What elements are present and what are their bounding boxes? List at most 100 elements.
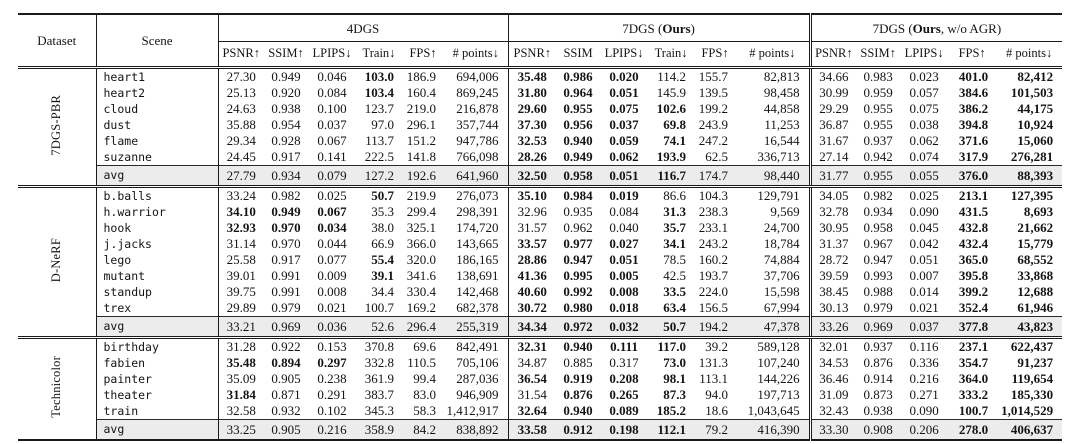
metric-cell: 0.008 [609, 284, 639, 300]
metric-cell: 0.934 [264, 165, 308, 188]
metric-cell: 358.9 [356, 419, 402, 441]
metric-cell: 10,924 [1017, 117, 1054, 133]
metric-cell: 243.9 [698, 117, 729, 133]
metric-cell: 0.991 [271, 268, 301, 284]
metric-cell: 63.4 [663, 300, 687, 316]
metric-cell: 31.28 [217, 337, 264, 355]
metric-cell: 37,706 [763, 268, 800, 284]
metric-cell: 399.2 [958, 284, 989, 300]
metric-cell: 0.949 [563, 149, 593, 165]
metric-cell: 15,779 [1017, 236, 1054, 252]
metric-cell: 42.5 [663, 268, 687, 284]
metric-cell: 395.8 [958, 268, 989, 284]
metric-cell: 31.09 [808, 387, 857, 403]
metric-cell: 1,043,645 [747, 403, 800, 419]
metric-cell: 31.80 [507, 85, 557, 101]
metric-cell: 299.4 [406, 204, 436, 220]
metric-cell: 0.995 [563, 268, 593, 284]
metric-cell: 193.9 [656, 149, 687, 165]
metric-cell: 30.13 [808, 300, 857, 317]
col-header-points: # points↓ [736, 41, 811, 69]
metric-cell: 0.067 [317, 204, 347, 220]
metric-cell: 371.6 [958, 133, 989, 149]
metric-cell: 0.922 [271, 339, 301, 355]
metric-cell: 0.958 [863, 220, 893, 236]
col-header-train: Train↓ [648, 41, 695, 69]
metric-cell: 370.8 [364, 339, 394, 355]
metric-cell: 83.0 [413, 387, 436, 403]
metric-cell: 103.0 [364, 69, 394, 85]
scene-name: standup [95, 284, 218, 300]
metric-cell: 0.208 [609, 371, 639, 387]
metric-cell: 0.970 [271, 236, 301, 252]
metric-cell: 0.912 [556, 419, 601, 441]
metric-cell: 174,720 [456, 220, 499, 236]
metric-cell: 33.58 [507, 419, 557, 441]
metric-cell: 32.50 [507, 165, 557, 188]
metric-cell: 33.24 [217, 186, 264, 204]
metric-cell: 113.7 [365, 133, 394, 149]
metric-cell: 24,700 [763, 220, 800, 236]
metric-cell: 9,569 [770, 204, 800, 220]
metric-cell: 151.2 [406, 133, 436, 149]
metric-cell: 0.928 [271, 133, 301, 149]
metric-cell: 224.0 [698, 284, 729, 300]
metric-cell: 766,098 [456, 149, 499, 165]
scene-name: flame [95, 133, 218, 149]
metric-cell: 32.53 [507, 133, 557, 149]
scene-name: heart2 [95, 85, 218, 101]
metric-cell: 33.25 [217, 419, 264, 441]
metric-cell: 102.6 [656, 101, 687, 117]
metric-cell: 30.72 [507, 300, 557, 317]
metric-cell: 641,960 [444, 165, 509, 188]
metric-cell: 1,412,917 [446, 403, 499, 419]
metric-cell: 354.7 [958, 355, 989, 371]
metric-cell: 68,552 [1017, 252, 1054, 268]
metric-cell: 131.3 [698, 355, 729, 371]
avg-label: avg [95, 419, 218, 441]
metric-cell: 0.977 [563, 236, 593, 252]
metric-cell: 233.1 [698, 220, 729, 236]
group-header-row: Dataset Scene 4DGS 7DGS (Ours) 7DGS (Our… [18, 13, 1063, 69]
metric-cell: 0.919 [563, 371, 593, 387]
metric-cell: 27.79 [217, 165, 264, 188]
scene-name: heart1 [95, 67, 218, 85]
metric-cell: 39.1 [371, 268, 394, 284]
metric-cell: 33.57 [507, 236, 557, 252]
metric-cell: 0.032 [600, 316, 649, 339]
metric-cell: 0.988 [863, 284, 893, 300]
metric-cell: 325.1 [406, 220, 436, 236]
metric-cell: 55.4 [371, 252, 394, 268]
scene-row: Technicolor birthday 31.28 0.922 0.153 370.8 6… [18, 337, 1062, 441]
metric-cell: 87.3 [663, 387, 687, 403]
metric-cell: 0.876 [863, 355, 893, 371]
metric-cell: 35.7 [663, 220, 687, 236]
metric-cell: 0.876 [563, 387, 593, 403]
metric-cell: 186,165 [456, 252, 499, 268]
metric-cell: 34.34 [507, 316, 557, 339]
metric-cell: 142,468 [456, 284, 499, 300]
metric-cell: 143,665 [456, 236, 499, 252]
metric-cell: 216,878 [456, 101, 499, 117]
metric-cell: 78.5 [663, 252, 687, 268]
metric-cell: 40.60 [507, 284, 557, 300]
scene-row: D-NeRF b.balls 33.24 0.982 0.025 50.7 219.9 276… [18, 186, 1062, 339]
metric-cell: 47,378 [736, 316, 811, 339]
col-header-dataset: Dataset [18, 13, 96, 69]
metric-cell: 33.21 [217, 316, 264, 339]
metric-cell: 156.5 [698, 300, 729, 316]
metric-cell: 341.6 [406, 268, 436, 284]
metric-cell: 0.089 [609, 403, 639, 419]
metric-cell: 0.938 [271, 101, 301, 117]
metric-cell: 34.10 [217, 204, 264, 220]
col-header-fps: FPS↑ [694, 41, 737, 69]
metric-cell: 29.60 [507, 101, 557, 117]
scene-row: fabien 35.48 0.894 0.297 332.8 110.5 705,106 34… [18, 355, 1062, 371]
metric-cell: 0.090 [909, 204, 939, 220]
metric-cell: 0.023 [909, 69, 939, 85]
metric-cell: 31.37 [808, 236, 857, 252]
metric-cell: 98,458 [763, 85, 800, 101]
scene-name: suzanne [95, 149, 218, 166]
metric-cell: 0.037 [900, 316, 949, 339]
metric-cell: 88,393 [996, 165, 1063, 188]
